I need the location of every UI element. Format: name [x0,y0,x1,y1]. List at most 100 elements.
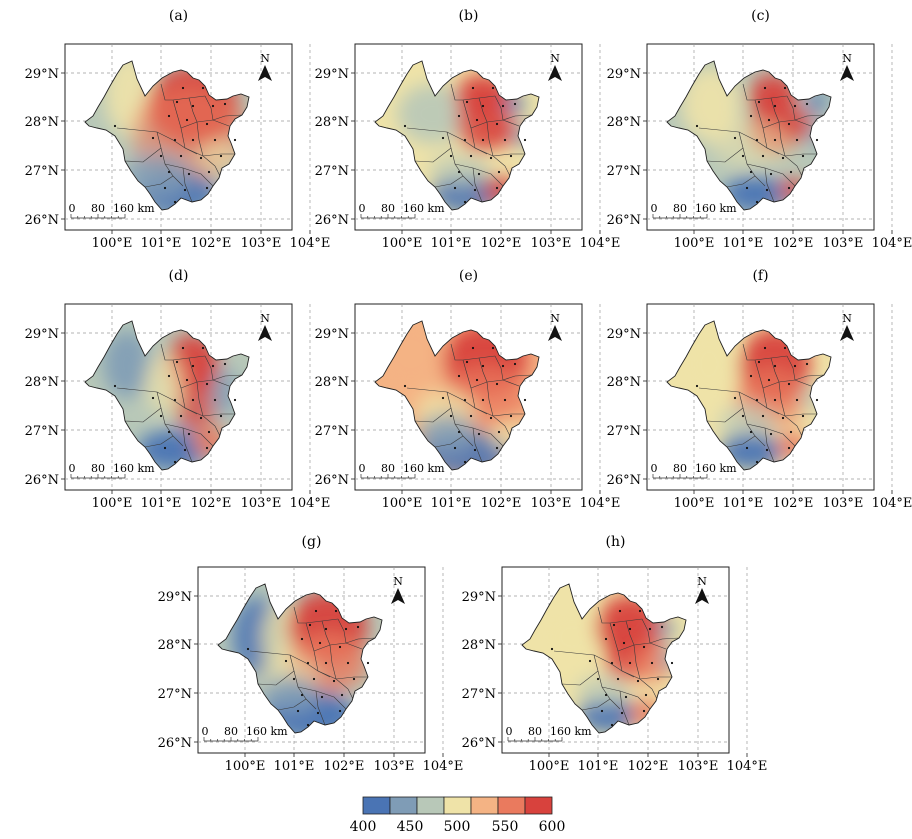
scale-label: 80 [528,725,542,738]
county-boundaries [698,83,825,203]
station-point [340,693,344,697]
county-boundary [313,642,363,652]
lon-label: 102°E [481,236,522,251]
scale-label: 0 [651,462,658,475]
county-boundary [706,407,744,423]
station-point [191,138,195,142]
station-point [781,416,785,420]
station-point [246,647,250,651]
station-point [733,136,737,140]
panel-title-e: (e) [459,268,478,284]
station-point [491,86,495,90]
legend-swatch [470,796,499,815]
station-point [805,362,809,366]
county-boundary [470,379,520,389]
county-boundary [502,114,533,121]
stations [113,346,237,464]
station-point [191,104,195,108]
county-boundary [762,379,812,389]
region-outline [217,583,383,734]
map-panel-b: (b) N 0 80 160 km 29°N 28°N 27°N 26°N 100°E 101°E 1… [315,8,621,251]
station-point [219,414,223,418]
county-boundaries [116,83,243,203]
north-arrow: N [258,312,272,341]
county-boundary [462,359,476,409]
station-point [795,138,799,142]
station-point [159,414,163,418]
station-point [175,100,179,104]
station-point [749,170,753,174]
north-arrow-left [258,65,265,81]
station-point [761,414,765,418]
lon-label: 104°E [727,759,768,774]
region-outline [374,60,540,211]
county-boundary [762,119,812,129]
station-point [620,711,624,715]
station-point [695,384,699,388]
county-boundary [337,618,347,644]
lat-label: 29°N [315,67,349,82]
station-point [783,86,787,90]
station-point [604,637,608,641]
scale-bar: 0 80 160 km [359,202,445,219]
station-point [223,362,227,366]
station-point [316,711,320,715]
county-boundary [649,637,680,644]
county-boundary [770,357,780,383]
county-boundary [462,99,476,149]
lat-label: 29°N [25,327,59,342]
county-boundary [345,637,376,644]
lat-label: 28°N [25,115,59,130]
station-point [181,346,185,350]
stations [695,86,819,204]
station-point [773,104,777,108]
county-boundary [794,374,825,381]
station-point [745,186,749,190]
lon-label: 102°E [191,236,232,251]
lon-label: 101°E [274,759,315,774]
county-boundary [746,423,796,447]
station-point [481,364,485,368]
station-point [636,679,640,683]
station-point [179,154,183,158]
lon-label: 100°E [382,236,423,251]
station-point [783,346,787,350]
stations [403,346,527,464]
station-point [745,446,749,450]
station-point [441,136,445,140]
station-point [185,378,189,382]
county-boundary [561,670,599,686]
station-point [497,170,501,174]
station-point [610,661,614,665]
lon-label: 103°E [531,496,572,511]
station-point [650,661,654,665]
lat-label: 29°N [25,67,59,82]
station-point [471,346,475,350]
north-label: N [550,52,560,65]
station-point [795,398,799,402]
station-point [463,138,467,142]
legend-swatch [389,796,418,815]
station-point [173,138,177,142]
lon-label: 103°E [823,236,864,251]
station-point [489,416,493,420]
station-point [356,625,360,629]
region-outline [521,583,687,734]
surface-blob [576,675,628,707]
county-boundary [502,374,533,381]
station-point [763,86,767,90]
station-point [457,430,461,434]
legend-swatch [497,796,526,815]
county-boundary [754,359,768,409]
station-point [642,709,646,713]
lon-label: 101°E [723,496,764,511]
scale-bar: 0 80 160 km [651,202,737,219]
north-arrow-left [695,588,702,604]
lon-label: 100°E [674,236,715,251]
lon-label: 100°E [92,496,133,511]
station-point [465,360,469,364]
station-point [338,709,342,713]
station-point [183,188,187,192]
county-boundary [184,147,235,157]
scale-label: 0 [506,725,513,738]
